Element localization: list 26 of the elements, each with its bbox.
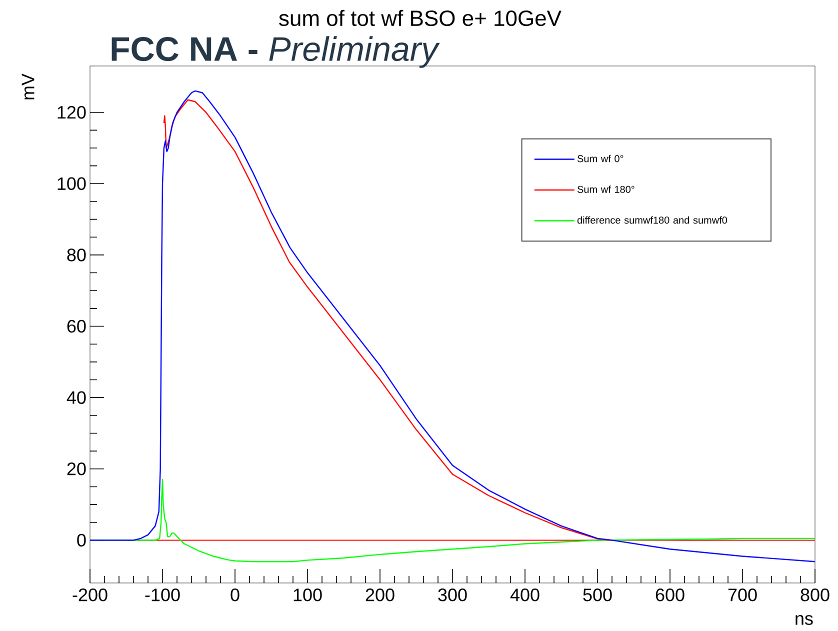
x-tick-label: 0 (230, 588, 240, 602)
x-tick-label: 100 (294, 588, 322, 602)
y-tick-label: 120 (58, 106, 86, 119)
line-series (90, 90, 816, 562)
legend-label: Sum wf 180° (577, 186, 634, 193)
x-tick-label: 800 (800, 588, 830, 602)
y-tick-label: 80 (67, 248, 86, 262)
x-tick-label: -200 (72, 588, 108, 602)
x-tick-label: 400 (510, 588, 540, 602)
y-tick-label: 20 (67, 462, 86, 476)
legend-label: Sum wf 0° (577, 154, 624, 162)
chart-title: sum of tot wf BSO e+ 10GeV (279, 10, 562, 26)
y-tick-label: 40 (66, 391, 86, 404)
y-tick-label: 60 (67, 320, 86, 333)
x-tick-label: 500 (583, 588, 612, 602)
x-tick-label: 700 (728, 588, 757, 602)
legend-label: difference sumwf180 and sumwf0 (577, 216, 728, 224)
y-tick-label: 0 (77, 534, 86, 547)
x-tick-label: 600 (656, 588, 684, 602)
x-axis-title: ns (796, 615, 813, 625)
x-tick-label: -100 (145, 588, 180, 602)
x-tick-label: 300 (438, 588, 467, 602)
y-axis-title: mV (22, 74, 34, 100)
x-tick-label: 200 (366, 588, 394, 602)
y-tick-label: 100 (58, 177, 86, 190)
annotation: FCC NA - Preliminary (112, 36, 440, 68)
